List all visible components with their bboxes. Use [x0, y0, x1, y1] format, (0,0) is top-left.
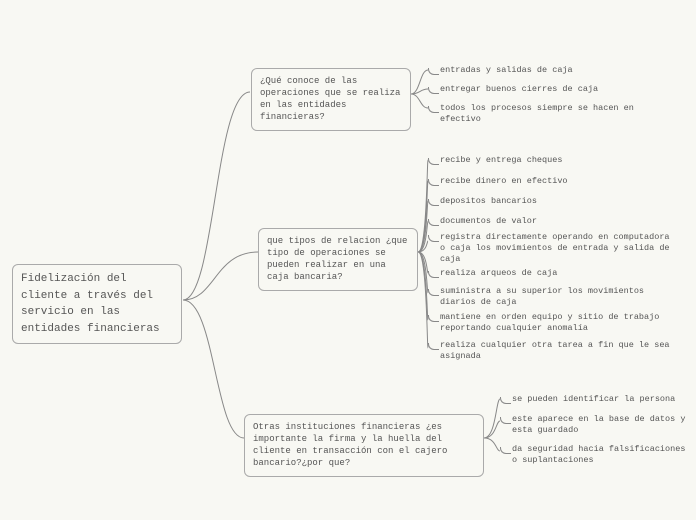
branch-tipos-operaciones: que tipos de relacion ¿que tipo de opera…: [258, 228, 418, 291]
leaf-b2-2: depositos bancarios: [440, 196, 537, 207]
leaf-b2-5: realiza arqueos de caja: [440, 268, 557, 279]
branch-2-label: que tipos de relacion ¿que tipo de opera…: [267, 236, 407, 282]
leaf-b2-1: recibe dinero en efectivo: [440, 176, 568, 187]
leaf-b2-7: mantiene en orden equipo y sitio de trab…: [440, 312, 670, 334]
branch-otras-instituciones: Otras instituciones financieras ¿es impo…: [244, 414, 484, 477]
root-node: Fidelización del cliente a través del se…: [12, 264, 182, 344]
leaf-b2-0: recibe y entrega cheques: [440, 155, 562, 166]
leaf-b2-4: registra directamente operando en comput…: [440, 232, 670, 265]
branch-operaciones: ¿Qué conoce de las operaciones que se re…: [251, 68, 411, 131]
leaf-b1-0: entradas y salidas de caja: [440, 65, 573, 76]
leaf-b2-8: realiza cualquier otra tarea a fin que l…: [440, 340, 670, 362]
leaf-b1-1: entregar buenos cierres de caja: [440, 84, 598, 95]
leaf-b1-2: todos los procesos siempre se hacen en e…: [440, 103, 670, 125]
leaf-b2-6: suministra a su superior los movimientos…: [440, 286, 670, 308]
leaf-b2-3: documentos de valor: [440, 216, 537, 227]
branch-1-label: ¿Qué conoce de las operaciones que se re…: [260, 76, 400, 122]
branch-3-label: Otras instituciones financieras ¿es impo…: [253, 422, 447, 468]
root-label: Fidelización del cliente a través del se…: [21, 273, 160, 335]
leaf-b3-1: este aparece en la base de datos y esta …: [512, 414, 692, 436]
leaf-b3-0: se pueden identificar la persona: [512, 394, 675, 405]
leaf-b3-2: da seguridad hacia falsificaciones o sup…: [512, 444, 692, 466]
